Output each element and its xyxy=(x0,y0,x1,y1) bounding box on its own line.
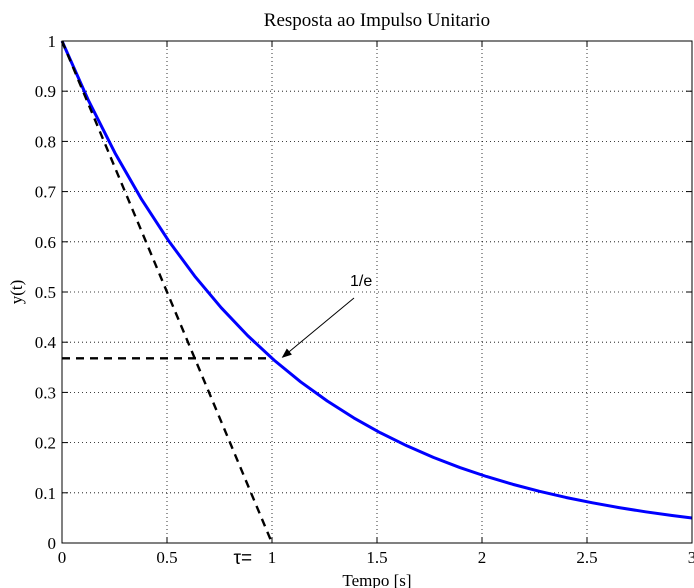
x-tick-label: 3 xyxy=(688,548,694,567)
y-tick-label: 0.6 xyxy=(35,233,56,252)
x-tick-label: 2 xyxy=(478,548,487,567)
grid-lines xyxy=(62,41,692,543)
y-tick-label: 0.4 xyxy=(35,333,57,352)
plot-frame xyxy=(61,40,693,544)
y-axis-label: y(t) xyxy=(7,280,26,305)
annotation-label-1e: 1/e xyxy=(350,273,372,290)
annotation-arrow xyxy=(281,297,355,358)
x-axis-label: Tempo [s] xyxy=(342,571,411,588)
chart-title: Resposta ao Impulso Unitario xyxy=(264,10,490,31)
y-tick-label: 0.3 xyxy=(35,383,56,402)
x-tick-label: 0 xyxy=(58,548,67,567)
annotations-group: 1/e τ= xyxy=(233,273,372,569)
y-tick-label: 0.8 xyxy=(35,132,56,151)
y-tick-label: 1 xyxy=(48,32,57,51)
y-tick-label: 0 xyxy=(48,534,57,553)
y-tick-label: 0.5 xyxy=(35,283,56,302)
response-curve xyxy=(60,40,693,520)
axis-ticks: 0 0.5 1 1.5 2 2.5 3 0 0.1 0.2 0.3 0.4 0.5 0.6 0.7 0.8 0.… xyxy=(35,32,694,567)
x-tick-label: 0.5 xyxy=(156,548,177,567)
x-tick-label: 1 xyxy=(268,548,277,567)
y-tick-label: 0.2 xyxy=(35,434,56,453)
series-group xyxy=(60,40,693,544)
x-tick-label: 1.5 xyxy=(366,548,387,567)
y-tick-label: 0.9 xyxy=(35,82,56,101)
y-tick-label: 0.7 xyxy=(35,183,57,202)
x-tick-label: 2.5 xyxy=(576,548,597,567)
annotation-label-tau: τ= xyxy=(233,548,252,569)
dashed-guide-line xyxy=(60,40,274,544)
y-tick-label: 0.1 xyxy=(35,484,56,503)
